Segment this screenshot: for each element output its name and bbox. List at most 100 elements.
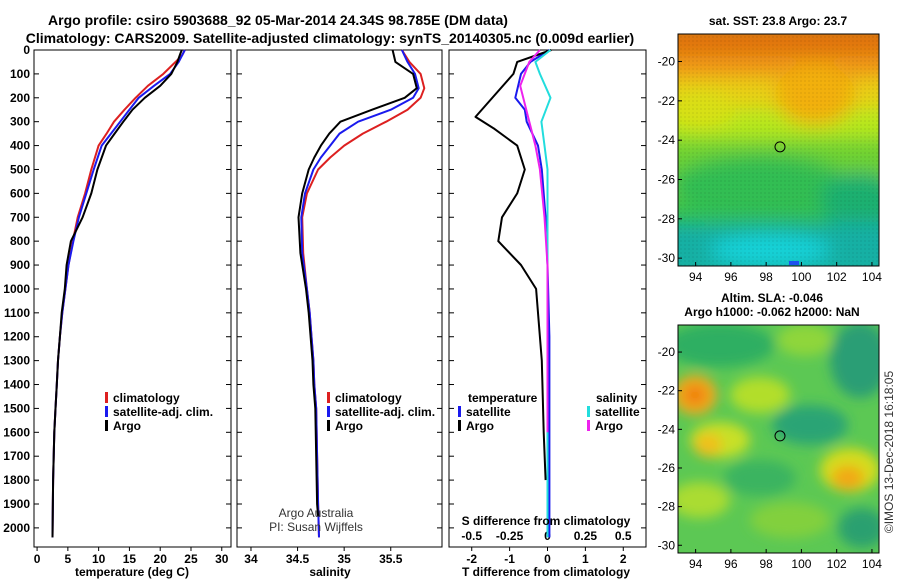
- temperature-axis-label: temperature (deg C): [75, 565, 189, 579]
- x-tick-label-0: 0: [544, 552, 551, 566]
- x-tick-label-2: 2: [620, 552, 627, 566]
- series-line-t-argo: [474, 49, 552, 481]
- x-tick-label-2: -2: [466, 552, 477, 566]
- x-tick-label-34-5: 34.5: [286, 552, 310, 566]
- x-tick-label-25: 25: [184, 552, 198, 566]
- salinity-depth-ticks: [237, 49, 442, 529]
- lat-tick-label-26: -26: [658, 172, 676, 186]
- x-tick-label-1: 1: [582, 552, 589, 566]
- x-tick-label-34: 34: [244, 552, 258, 566]
- difference-legend: temperature satellite Argo salinity sate…: [458, 391, 640, 433]
- legend-swatch-satellite: [105, 406, 108, 417]
- figure-title-line2: Climatology: CARS2009. Satellite-adjuste…: [26, 30, 634, 46]
- lat-tick-label-22: -22: [658, 384, 676, 398]
- lon-tick-label-102: 102: [827, 557, 847, 571]
- legend-label-satellite: satellite-adj. clim.: [335, 405, 435, 419]
- s-difference-axis-label: S difference from climatology: [462, 514, 631, 528]
- depth-tick-label-1100: 1100: [4, 306, 30, 320]
- sla-map-axes: 94 96 98 100 102 104 -20 -22 -24 -26 -28 -30: [658, 345, 883, 571]
- lat-tick-label-24: -24: [658, 133, 676, 147]
- sst-map: sat. SST: 23.8 Argo: 23.7 94 96 98 100 102 10…: [658, 14, 883, 284]
- depth-tick-label-1200: 1200: [3, 330, 30, 344]
- legend-swatch-argo: [327, 420, 330, 431]
- salinity-panel-frame: [236, 49, 443, 548]
- depth-tick-label-900: 900: [10, 258, 30, 272]
- legend-swatch-s-satellite: [587, 406, 590, 417]
- series-line-argo: [51, 49, 183, 538]
- sst-map-axes: 94 96 98 100 102 104 -20 -22 -24 -26 -28 -30: [658, 55, 883, 284]
- t-difference-axis: -2 -1 0 1 2: [466, 547, 627, 566]
- lon-tick-label-100: 100: [791, 557, 811, 571]
- x-tick-label-30: 30: [215, 552, 229, 566]
- x-tick-label-35-5: 35.5: [379, 552, 403, 566]
- lon-tick-label-94: 94: [689, 557, 703, 571]
- x-tick-label-1: -1: [504, 552, 515, 566]
- temperature-legend: climatology satellite-adj. clim. Argo: [105, 391, 213, 433]
- legend-title-salinity: salinity: [596, 391, 638, 405]
- lon-tick-label-98: 98: [759, 557, 773, 571]
- salinity-panel: 34 34.5 35 35.5 salinity climatology satell…: [236, 49, 443, 579]
- series-line-satellite-adj-clim: [300, 49, 420, 538]
- legend-label-satellite: satellite-adj. clim.: [113, 405, 213, 419]
- sst-map-frame: [677, 33, 880, 267]
- t-difference-axis-label: T difference from climatology: [462, 565, 630, 579]
- depth-tick-label-1400: 1400: [3, 378, 30, 392]
- argo-position-marker: [774, 141, 786, 153]
- s-tick-label-0-25: -0.25: [496, 529, 524, 543]
- legend-swatch-satellite: [327, 406, 330, 417]
- temperature-panel-frame: [33, 49, 232, 548]
- legend-swatch-t-argo: [458, 420, 461, 431]
- legend-label-t-satellite: satellite: [466, 405, 511, 419]
- lat-tick-label-30: -30: [658, 538, 676, 552]
- salinity-axis: 34 34.5 35 35.5: [244, 547, 403, 566]
- series-line-t-satellite: [514, 49, 551, 538]
- difference-depth-ticks: [449, 49, 646, 529]
- salinity-legend: climatology satellite-adj. clim. Argo: [327, 391, 435, 433]
- series-line-argo: [297, 49, 418, 516]
- x-tick-label-15: 15: [123, 552, 137, 566]
- legend-swatch-argo: [105, 420, 108, 431]
- s-difference-axis: -0.5 -0.25 0 0.25 0.5: [461, 529, 632, 543]
- x-tick-label-0: 0: [34, 552, 41, 566]
- sla-map-subtitle: Argo h1000: -0.062 h2000: NaN: [684, 305, 859, 319]
- depth-tick-label-500: 500: [10, 162, 30, 176]
- sla-map: Altim. SLA: -0.046 Argo h1000: -0.062 h2…: [658, 291, 883, 571]
- legend-label-s-satellite: satellite: [595, 405, 640, 419]
- imos-timestamp: ©IMOS 13-Dec-2018 16:18:05: [882, 371, 896, 534]
- depth-tick-label-1500: 1500: [3, 401, 30, 415]
- lat-tick-label-26: -26: [658, 461, 676, 475]
- lat-tick-label-28: -28: [658, 212, 676, 226]
- depth-tick-label-1600: 1600: [3, 425, 30, 439]
- sla-map-frame: [677, 324, 880, 554]
- depth-axis: 0 100 200 300 400 500 600 700 800 900 1000 1100 1200…: [3, 43, 231, 535]
- depth-tick-label-1900: 1900: [3, 497, 30, 511]
- temperature-panel: 0100200300400500600700800900100011001200…: [3, 43, 232, 579]
- depth-tick-label-400: 400: [10, 139, 30, 153]
- salinity-lines: [297, 49, 426, 538]
- lat-tick-label-22: -22: [658, 94, 676, 108]
- series-line-climatology: [301, 49, 426, 538]
- difference-panel: -2 -1 0 1 2 -0.5 -0.25 0 0.25 0.5 T difference f…: [448, 49, 647, 579]
- credit-line2: PI: Susan Wijffels: [269, 520, 363, 534]
- depth-tick-label-2000: 2000: [3, 521, 30, 535]
- lon-tick-label-94: 94: [689, 270, 703, 284]
- s-tick-label-0-25: 0.25: [574, 529, 598, 543]
- x-tick-label-35: 35: [337, 552, 351, 566]
- salinity-axis-label: salinity: [309, 565, 351, 579]
- legend-label-climatology: climatology: [335, 391, 402, 405]
- sst-field: [678, 34, 879, 266]
- depth-tick-label-600: 600: [10, 186, 30, 200]
- s-tick-label-0-5: 0.5: [615, 529, 632, 543]
- argo-position-marker: [774, 430, 786, 442]
- legend-swatch-climatology: [105, 392, 108, 403]
- s-tick-label-0-5: -0.5: [461, 529, 482, 543]
- series-line-s-argo: [519, 49, 549, 433]
- depth-tick-label-200: 200: [10, 91, 30, 105]
- depth-tick-label-1300: 1300: [3, 354, 30, 368]
- x-tick-label-5: 5: [65, 552, 72, 566]
- legend-label-climatology: climatology: [113, 391, 180, 405]
- depth-tick-label-1700: 1700: [3, 449, 30, 463]
- credit-line1: Argo Australia: [279, 506, 354, 520]
- sla-map-title: Altim. SLA: -0.046: [721, 291, 823, 305]
